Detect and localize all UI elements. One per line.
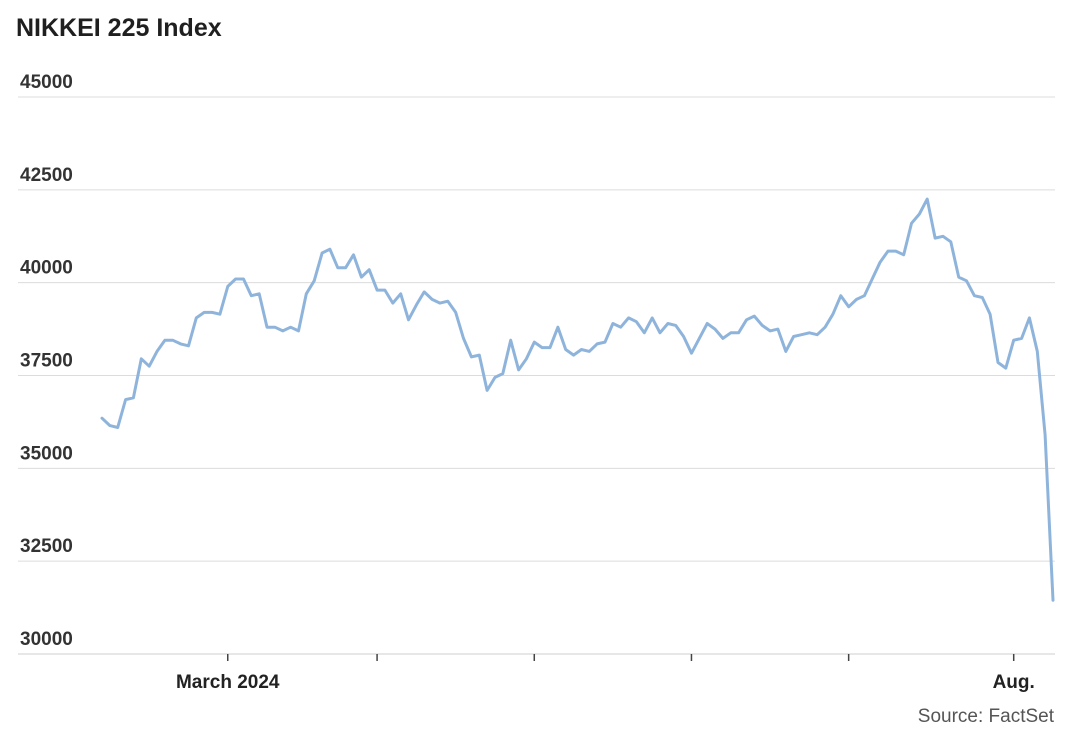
y-tick-label: 35000 <box>20 443 73 464</box>
y-tick-label: 30000 <box>20 629 73 650</box>
chart-title: NIKKEI 225 Index <box>16 14 222 42</box>
y-tick-label: 40000 <box>20 258 73 279</box>
y-tick-label: 45000 <box>20 72 73 93</box>
series-layer <box>100 197 1055 602</box>
x-tick-label: Aug. <box>993 672 1035 693</box>
y-axis-labels: 30000 32500 35000 37500 40000 42500 45000 <box>20 72 73 650</box>
gridlines <box>18 96 1055 562</box>
y-tick-label: 32500 <box>20 536 73 557</box>
x-tick-label: March 2024 <box>176 672 280 693</box>
x-axis: March 2024 Aug. <box>18 653 1055 693</box>
y-tick-label: 42500 <box>20 165 73 186</box>
y-tick-label: 37500 <box>20 351 73 372</box>
series-line-nikkei-225 <box>100 197 1055 602</box>
source-note: Source: FactSet <box>917 706 1054 727</box>
